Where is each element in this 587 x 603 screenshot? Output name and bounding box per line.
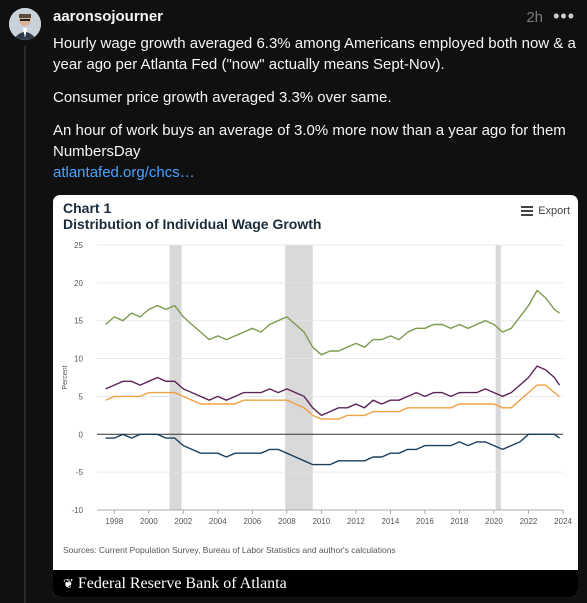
y-tick-label: 25 [74, 241, 83, 250]
series-line-top [105, 289, 560, 356]
x-tick-label: 2010 [312, 517, 330, 526]
menu-icon [521, 204, 534, 218]
chart-title: Distribution of Individual Wage Growth [63, 216, 322, 232]
recession-band [285, 245, 313, 510]
series-line-middle [105, 384, 560, 420]
avatar[interactable] [9, 8, 41, 40]
y-axis-label: Percent [62, 365, 69, 389]
x-tick-label: 2002 [174, 517, 192, 526]
export-label: Export [538, 205, 570, 217]
post-paragraph-1: Hourly wage growth averaged 6.3% among A… [53, 35, 576, 73]
x-tick-label: 2018 [451, 517, 469, 526]
x-tick-label: 2008 [278, 517, 296, 526]
x-tick-label: 2004 [209, 517, 227, 526]
recession-band [169, 245, 182, 510]
series-line-bottom [105, 433, 560, 466]
post-paragraph-3: An hour of work buys an average of 3.0% … [53, 122, 566, 160]
y-tick-label: -10 [71, 506, 83, 515]
x-tick-label: 2020 [485, 517, 503, 526]
thread-line [24, 46, 26, 603]
author-name[interactable]: aaronsojourner [53, 8, 164, 25]
post-paragraph-2: Consumer price growth averaged 3.3% over… [53, 89, 392, 106]
eagle-icon: ❦ [63, 575, 74, 591]
x-tick-label: 2022 [520, 517, 538, 526]
y-tick-label: 15 [74, 317, 83, 326]
y-tick-label: 0 [79, 430, 84, 439]
fed-footer: ❦ Federal Reserve Bank of Atlanta [53, 570, 578, 597]
x-tick-label: 2014 [382, 517, 400, 526]
series-line-upper [105, 365, 561, 417]
x-tick-label: 2024 [554, 517, 572, 526]
y-tick-label: -5 [76, 468, 84, 477]
x-tick-label: 2000 [140, 517, 158, 526]
link-preview-card[interactable]: Chart 1 Distribution of Individual Wage … [53, 195, 578, 597]
y-tick-label: 20 [74, 279, 83, 288]
post-link[interactable]: atlantafed.org/chcs… [53, 164, 195, 181]
x-tick-label: 2006 [243, 517, 261, 526]
recession-band [495, 245, 501, 510]
footer-brand: Federal Reserve Bank of Atlanta [77, 574, 287, 592]
more-options-icon[interactable]: ••• [553, 6, 575, 26]
y-tick-label: 5 [79, 392, 84, 401]
x-tick-label: 2016 [416, 517, 434, 526]
x-tick-label: 1998 [105, 517, 123, 526]
chart-sources: Sources: Current Population Survey, Bure… [63, 545, 396, 555]
y-tick-label: 10 [74, 355, 83, 364]
x-tick-label: 2012 [347, 517, 365, 526]
post-body: Hourly wage growth averaged 6.3% among A… [53, 33, 578, 183]
export-button[interactable]: Export [521, 204, 570, 218]
wage-growth-chart: 25 20 15 10 5 0 -5 -10 1998 2000 2002 2004 2006 2008 2… [62, 241, 572, 526]
chart-label: Chart 1 [63, 200, 112, 216]
post-time: 2h [526, 9, 543, 26]
